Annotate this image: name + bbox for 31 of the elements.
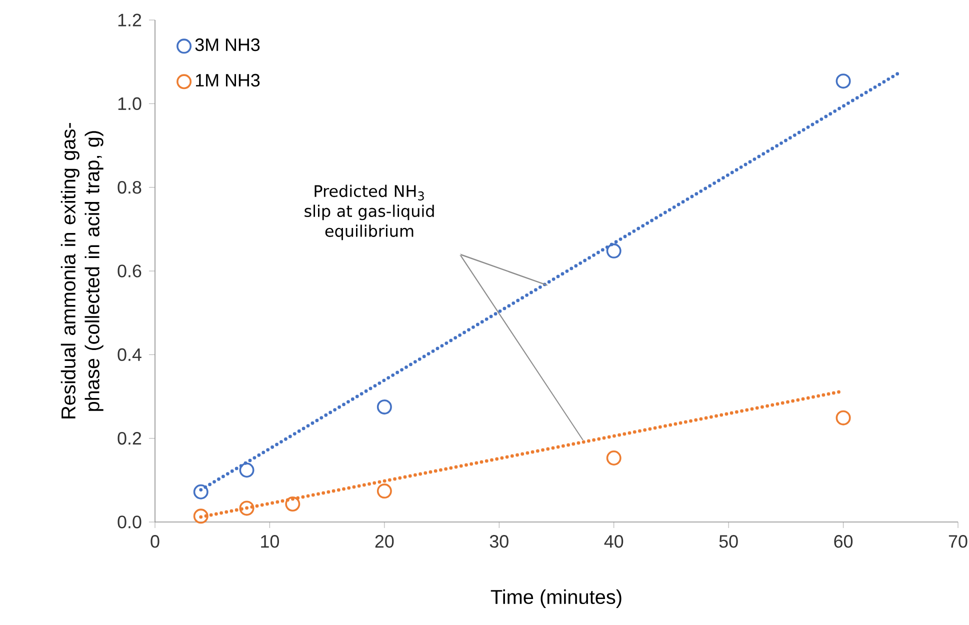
y-tick-label: 0.8 — [118, 180, 142, 194]
point — [606, 243, 622, 258]
x-tick-label: 40 — [604, 535, 624, 548]
legend-label: 3M NH3 — [195, 38, 260, 52]
x-tick-label: 0 — [150, 535, 160, 548]
y-tick-label: 0.6 — [118, 264, 142, 278]
x-tick-label: 50 — [719, 535, 738, 548]
y-axis-title: Residual ammonia in exiting gas-phase (collected in acid trap, g) — [60, 123, 104, 418]
x-tick-label: 30 — [490, 535, 508, 548]
x-tick-label: 60 — [834, 535, 853, 548]
y-tick-label: 0.0 — [118, 516, 142, 528]
point — [836, 74, 851, 89]
y-tick-label: 0.2 — [118, 432, 142, 445]
point — [193, 484, 208, 500]
x-tick-label: 70 — [948, 535, 968, 548]
y-tick-label: 0.4 — [118, 348, 142, 362]
x-axis-title: Time (minutes) — [490, 589, 622, 608]
y-tick-label: 1.2 — [118, 14, 142, 26]
x-tick-label: 20 — [375, 535, 394, 548]
x-tick-label: 10 — [261, 535, 279, 548]
annotation: Predicted NH$_{3}$ slip at gas-liquid equilibrium — [304, 184, 434, 240]
point — [376, 484, 392, 499]
point — [285, 496, 300, 512]
point — [606, 450, 622, 466]
legend-label: 1M NH3 — [196, 74, 260, 87]
point — [376, 399, 392, 414]
point — [836, 410, 851, 426]
y-tick-label: 1.0 — [118, 97, 142, 110]
point — [239, 462, 254, 478]
point — [239, 500, 254, 516]
point — [193, 508, 208, 524]
